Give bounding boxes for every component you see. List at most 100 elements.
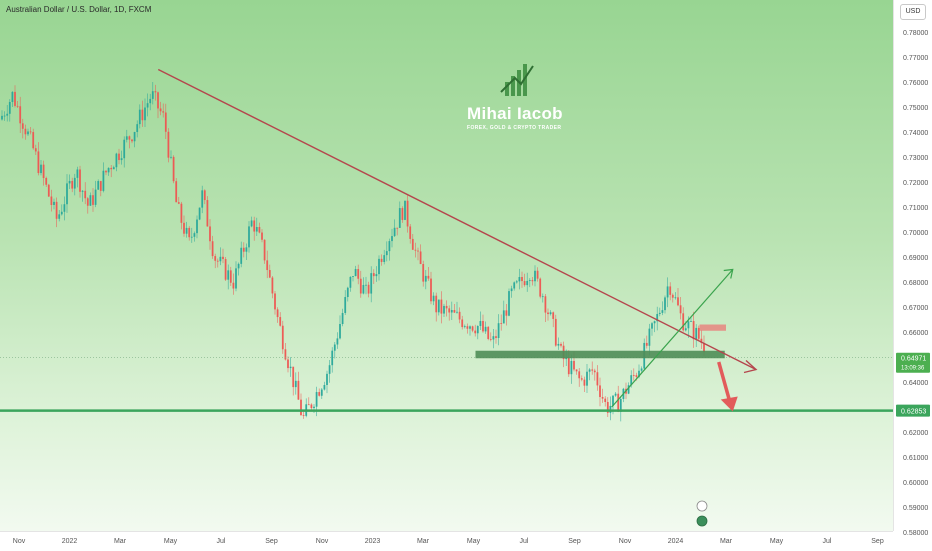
support-price-tag [896, 404, 930, 417]
candle-body [578, 371, 581, 379]
candle-body [510, 288, 513, 292]
candle-body [66, 183, 68, 205]
candle-body [27, 131, 29, 135]
candle-body [383, 255, 386, 262]
candle-body [206, 200, 209, 227]
candle-body [50, 196, 53, 205]
candle-body [346, 287, 349, 298]
candle-body [588, 369, 591, 372]
candle-body [482, 321, 484, 332]
y-tick-label: 0.60000 [903, 480, 928, 487]
candle-body [398, 208, 401, 228]
event-flash-icon [696, 500, 708, 512]
candle-body [695, 327, 698, 340]
candle-body [487, 326, 490, 339]
candle-body [45, 178, 48, 185]
candle-body [320, 389, 323, 396]
time-axis[interactable] [0, 531, 893, 551]
candle-body [604, 398, 607, 402]
candle-body [240, 247, 243, 264]
currency-button[interactable]: USD [900, 4, 926, 20]
red-zone [699, 324, 726, 331]
candle-body [427, 275, 430, 279]
candle-body [81, 190, 84, 192]
candle-body [549, 312, 552, 315]
candle-body [456, 311, 458, 313]
current-price-label: 0.64971 [901, 356, 926, 363]
candle-body [632, 375, 635, 376]
candle-body [55, 201, 58, 219]
candle-body [570, 360, 573, 375]
candle-body [242, 247, 245, 252]
candle-body [484, 326, 487, 332]
candle-body [367, 284, 370, 294]
candle-body [528, 280, 531, 281]
candle-body [32, 132, 35, 149]
candle-body [567, 357, 570, 375]
down-arrow-head [720, 396, 738, 412]
candle-body [250, 220, 253, 227]
candle-body [211, 241, 214, 257]
candle-body [502, 310, 505, 324]
candle-body [591, 369, 594, 371]
plot-area[interactable] [0, 0, 893, 531]
candle-body [185, 227, 188, 234]
current-price-tag [896, 352, 930, 373]
x-tick-label: Sep [568, 538, 581, 545]
candle-body [248, 226, 250, 248]
candle-body [469, 326, 471, 329]
candle-body [461, 319, 464, 328]
descending-trendline [157, 68, 757, 371]
candle-body [521, 277, 523, 282]
candle-body [565, 357, 568, 360]
candle-body [333, 344, 336, 351]
candle-body [531, 280, 534, 282]
y-tick-label: 0.67000 [903, 305, 928, 312]
candle-body [37, 151, 40, 174]
candle-body [599, 385, 601, 398]
candle-body [313, 406, 315, 409]
candle-body [669, 286, 672, 295]
candle-body [235, 268, 237, 289]
price-axis[interactable] [893, 0, 932, 531]
candle-body [201, 190, 204, 208]
candle-body [544, 296, 547, 313]
candle-body [640, 368, 643, 371]
candle-body [458, 311, 461, 320]
candle-body [372, 273, 375, 277]
candle-body [450, 310, 453, 313]
candle-body [341, 312, 344, 325]
candle-body [417, 250, 419, 252]
candle-body [526, 280, 529, 286]
candle-body [671, 294, 674, 298]
candle-body [279, 317, 282, 326]
candle-body [60, 211, 63, 215]
candle-body [424, 275, 427, 282]
candle-body [404, 200, 406, 220]
candle-body [432, 295, 435, 302]
candle-body [648, 328, 651, 346]
candle-body [443, 305, 445, 314]
candle-body [170, 156, 172, 158]
candle-body [183, 222, 185, 234]
candle-body [58, 214, 61, 219]
green-zone [475, 350, 725, 359]
candle-body [318, 392, 321, 396]
candle-body [84, 190, 87, 199]
candle-body [40, 164, 42, 174]
candle-body [684, 328, 687, 331]
candle-body [11, 91, 14, 103]
x-tick-label: Nov [316, 538, 329, 545]
candle-body [167, 131, 170, 158]
logo-name: Mihai Iacob [467, 104, 563, 123]
candle-body [146, 103, 149, 108]
candle-body [263, 239, 266, 261]
candle-body [154, 91, 157, 93]
x-tick-label: May [164, 538, 178, 545]
candle-body [365, 284, 367, 286]
candle-body [677, 297, 679, 306]
y-tick-label: 0.68000 [903, 280, 928, 287]
candle-body [92, 195, 94, 205]
candle-body [315, 392, 318, 407]
